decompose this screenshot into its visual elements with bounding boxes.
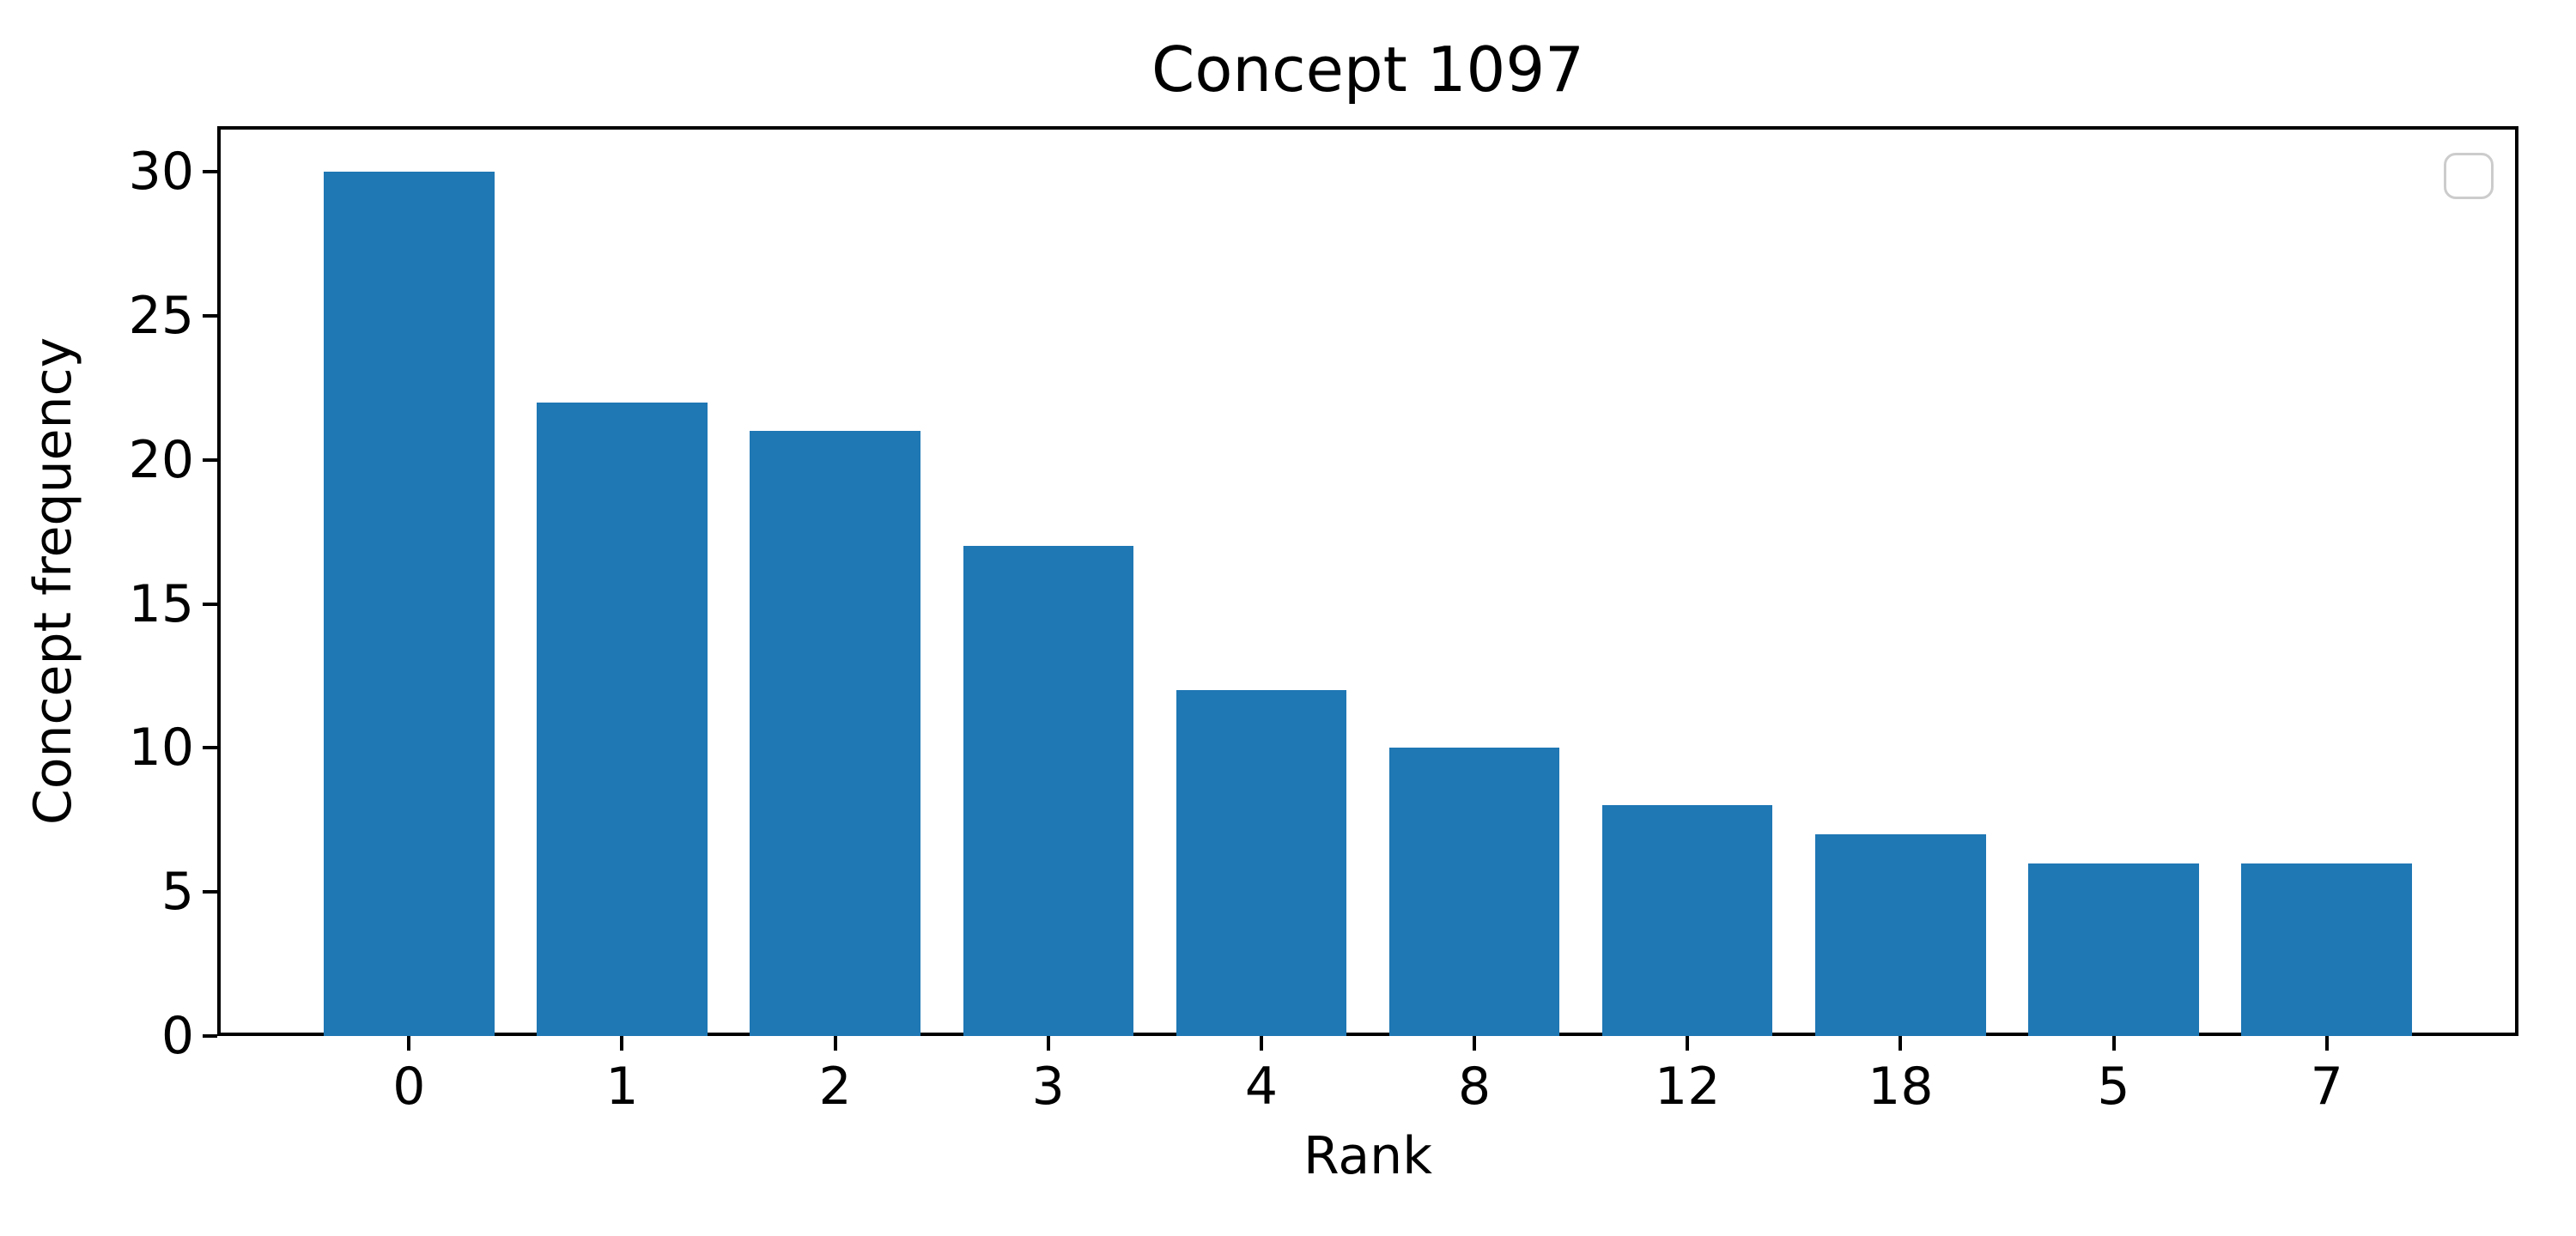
y-tick-label: 0 [161, 1006, 194, 1066]
bar-rank-7 [2241, 863, 2412, 1036]
bar-rank-3 [963, 546, 1134, 1036]
bar-rank-4 [1176, 690, 1347, 1036]
bar-rank-8 [1388, 748, 1560, 1036]
y-tick-mark [203, 746, 217, 750]
y-tick-label: 15 [128, 573, 194, 634]
bar-rank-5 [2028, 863, 2199, 1036]
x-tick-label: 2 [818, 1057, 852, 1117]
x-tick-label: 4 [1244, 1057, 1279, 1117]
y-tick-mark [203, 602, 217, 606]
x-tick-label: 5 [2097, 1057, 2130, 1117]
y-tick-label: 5 [161, 862, 194, 923]
bar-rank-0 [324, 172, 495, 1036]
x-tick-label: 3 [1031, 1057, 1065, 1117]
x-tick-label: 12 [1655, 1057, 1721, 1117]
legend-box [2444, 153, 2494, 199]
x-tick-mark [2324, 1036, 2329, 1051]
x-tick-label: 18 [1868, 1057, 1934, 1117]
x-tick-mark [1899, 1036, 1903, 1051]
y-tick-mark [203, 313, 217, 318]
y-tick-mark [203, 457, 217, 462]
x-tick-mark [1473, 1036, 1477, 1051]
x-tick-mark [833, 1036, 837, 1051]
x-axis-label: Rank [1303, 1126, 1432, 1186]
bar-rank-12 [1601, 805, 1773, 1036]
y-tick-mark [203, 890, 217, 894]
y-tick-label: 20 [128, 429, 194, 490]
bar-rank-1 [537, 402, 708, 1036]
x-tick-mark [407, 1036, 411, 1051]
x-tick-mark [620, 1036, 624, 1051]
y-tick-mark [203, 1034, 217, 1038]
y-tick-label: 10 [128, 718, 194, 779]
x-tick-mark [1686, 1036, 1690, 1051]
y-tick-label: 25 [128, 285, 194, 346]
y-tick-mark [203, 170, 217, 174]
x-tick-label: 1 [605, 1057, 639, 1117]
x-tick-mark [1259, 1036, 1263, 1051]
x-tick-mark [1046, 1036, 1050, 1051]
x-tick-mark [2111, 1036, 2116, 1051]
y-tick-label: 30 [128, 142, 194, 203]
x-tick-label: 0 [392, 1057, 426, 1117]
x-tick-label: 7 [2310, 1057, 2343, 1117]
x-tick-label: 8 [1457, 1057, 1492, 1117]
bar-rank-2 [750, 431, 920, 1036]
chart-title: Concept 1097 [1151, 33, 1584, 106]
bar-rank-18 [1815, 834, 1986, 1036]
